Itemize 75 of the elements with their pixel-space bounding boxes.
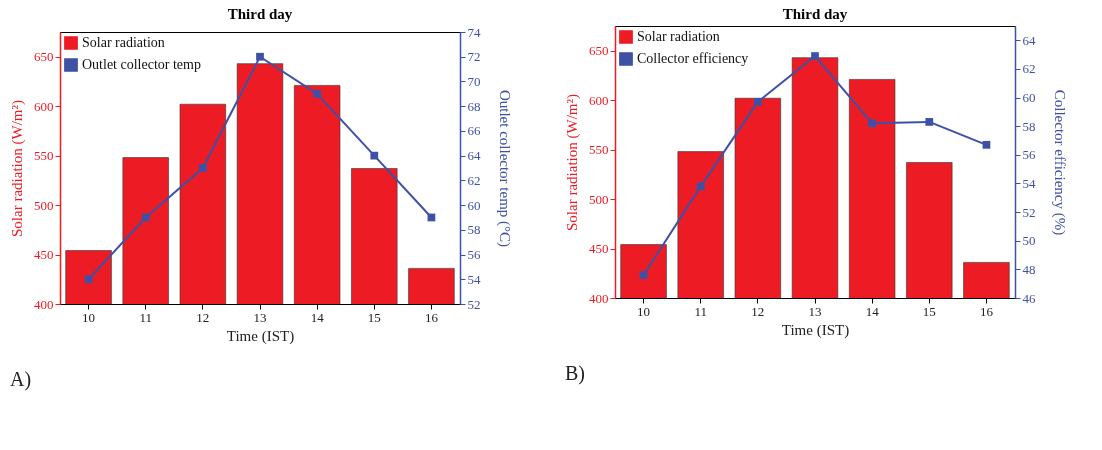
- y2-tick-label: 60: [467, 197, 481, 213]
- y2-tick-label: 70: [467, 73, 481, 89]
- x-tick-label: 11: [139, 309, 152, 325]
- y2-axis-title: Outlet collector temp (°C): [495, 89, 513, 248]
- y2-tick-label: 74: [467, 24, 481, 40]
- y2-tick-label: 68: [467, 98, 481, 114]
- text: B): [564, 361, 586, 385]
- point: [982, 140, 991, 149]
- x-tick-label: 12: [751, 303, 765, 319]
- x-tick-label: 13: [253, 309, 267, 325]
- chart-title: Third day: [782, 6, 848, 22]
- y2-tick-label: 48: [1022, 261, 1036, 277]
- y2-tick-label: 62: [1022, 61, 1036, 77]
- x-axis-title: Time (IST): [226, 327, 295, 345]
- x-tick-label: 16: [979, 303, 994, 319]
- y-tick-label: 450: [589, 241, 609, 257]
- point: [370, 151, 379, 160]
- x-tick-label: 13: [808, 303, 822, 319]
- point: [811, 52, 819, 60]
- y-tick-label: 600: [34, 98, 54, 114]
- legend-label: Solar radiation: [637, 29, 720, 44]
- y-tick-label: 550: [34, 148, 54, 164]
- y2-tick-label: 56: [467, 247, 481, 263]
- y2-tick-label: 54: [1022, 175, 1036, 191]
- y2-tick-label: 50: [1022, 233, 1036, 249]
- chart-title: Third day: [227, 6, 293, 22]
- y2-tick-label: 72: [467, 49, 481, 65]
- y2-tick-label: 64: [1022, 32, 1036, 48]
- y-axis-title: Solar radiation (W/m²): [563, 94, 581, 231]
- y2-tick-label: 52: [467, 296, 481, 312]
- x-tick-label: 11: [694, 303, 707, 319]
- x-tick-label: 15: [922, 303, 936, 319]
- y2-tick-label: 58: [1022, 118, 1036, 134]
- x-tick-label: 10: [637, 303, 651, 319]
- y2-tick-label: 56: [1022, 147, 1036, 163]
- legend-label: Outlet collector temp: [82, 57, 201, 72]
- point: [313, 89, 322, 98]
- x-tick-label: 14: [865, 303, 880, 319]
- legend-label: Solar radiation: [82, 35, 165, 50]
- point: [925, 118, 934, 126]
- x-tick-label: 14: [310, 309, 325, 325]
- y-tick-label: 400: [589, 290, 609, 306]
- y2-tick-label: 58: [467, 222, 481, 238]
- y-tick-label: 500: [34, 197, 54, 213]
- x-axis-title: Time (IST): [781, 321, 850, 339]
- x-tick-label: 16: [424, 309, 439, 325]
- point: [198, 164, 207, 172]
- x-tick-label: 12: [196, 309, 210, 325]
- y2-tick-label: 66: [467, 123, 481, 139]
- y-tick-label: 600: [589, 92, 609, 108]
- point: [868, 119, 877, 128]
- point: [639, 271, 648, 279]
- legend-label: Collector efficiency: [637, 51, 749, 66]
- y2-axis-title: Collector efficiency (%): [1050, 89, 1068, 236]
- point: [256, 52, 264, 61]
- y-tick-label: 550: [589, 142, 609, 158]
- y-axis-title: Solar radiation (W/m²): [8, 100, 26, 237]
- y2-tick-label: 64: [467, 148, 481, 164]
- point: [141, 213, 150, 222]
- y-tick-label: 400: [34, 296, 54, 312]
- y2-tick-label: 54: [467, 271, 481, 287]
- text: A): [9, 367, 33, 391]
- point: [696, 182, 705, 191]
- point: [753, 98, 762, 106]
- y2-tick-label: 62: [467, 172, 481, 188]
- y-tick-label: 500: [589, 191, 609, 207]
- y2-tick-label: 46: [1022, 290, 1036, 306]
- x-tick-label: 15: [367, 309, 381, 325]
- y-tick-label: 650: [589, 43, 609, 59]
- y2-tick-label: 52: [1022, 204, 1036, 220]
- y-tick-label: 650: [34, 49, 54, 65]
- y2-tick-label: 60: [1022, 90, 1036, 106]
- y-tick-label: 450: [34, 247, 54, 263]
- x-tick-label: 10: [82, 309, 96, 325]
- point: [84, 275, 93, 284]
